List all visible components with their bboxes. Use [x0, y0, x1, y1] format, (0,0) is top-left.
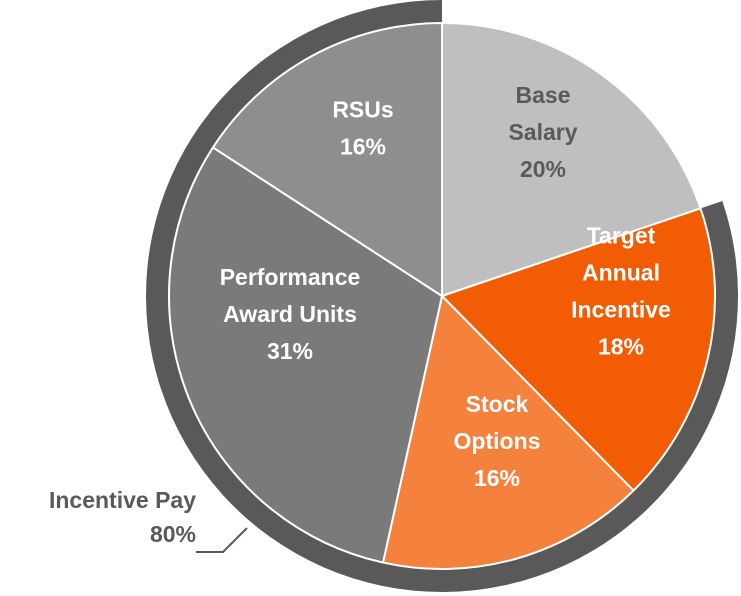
slice-label: Stock Options 16%: [454, 391, 541, 491]
slice-label: RSUs 16%: [332, 97, 393, 160]
annotation-leader-line: [196, 527, 248, 553]
pie-slice-performance-award-units: [168, 146, 443, 564]
slice-name-line: Target: [587, 223, 656, 249]
slice-value-label: 18%: [598, 334, 644, 360]
slice-name-line: Base: [516, 82, 571, 108]
slice-name-line: Incentive: [571, 297, 671, 323]
slice-name-line: Award Units: [223, 301, 357, 327]
slice-value-label: 31%: [267, 338, 313, 364]
pie-slice-rsus: [211, 22, 443, 297]
slice-name-line: Stock: [466, 391, 529, 417]
pie-slice-stock-options: [382, 295, 635, 570]
incentive-pay-annotation: Incentive Pay 80%: [49, 487, 248, 553]
slice-value-label: 16%: [474, 465, 520, 491]
slice-value-label: 16%: [340, 134, 386, 160]
incentive-pay-label: Incentive Pay: [49, 487, 196, 513]
slice-name-line: Options: [454, 428, 541, 454]
incentive-pay-value: 80%: [150, 521, 196, 547]
slice-name-line: RSUs: [332, 97, 393, 123]
slice-label: Target Annual Incentive 18%: [571, 223, 671, 360]
pie-slice-target-annual-incentive: [441, 207, 716, 492]
pie-slices: [168, 22, 716, 570]
slice-label: Performance Award Units 31%: [220, 264, 361, 364]
slice-name-line: Salary: [508, 119, 577, 145]
slice-name-line: Performance: [220, 264, 361, 290]
slice-labels: Base Salary 20% Target Annual Incentive 18% Sto…: [220, 82, 671, 491]
slice-label: Base Salary 20%: [508, 82, 577, 182]
slice-name-line: Annual: [582, 260, 660, 286]
slice-value-label: 20%: [520, 156, 566, 182]
pie-slice-base-salary: [441, 22, 702, 297]
